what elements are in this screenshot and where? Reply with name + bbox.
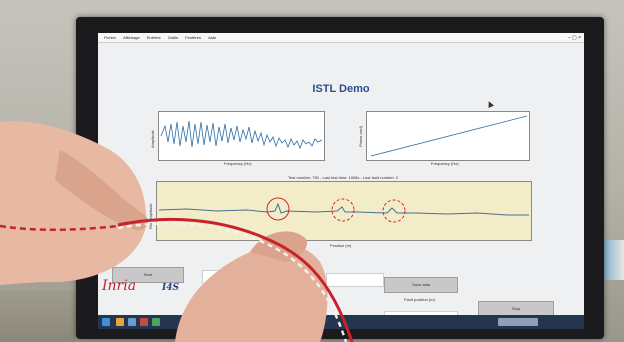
phase-xlabel: Frequency (Hz) [431, 161, 459, 166]
save-data-button[interactable]: Save data [384, 277, 458, 293]
reflectogram-plot [156, 181, 532, 241]
app-icon[interactable] [152, 318, 160, 326]
left-thumb [55, 150, 149, 231]
reflectogram-svg [158, 197, 529, 223]
screen: Fichier Affichage Entrées Outils Fenêtre… [98, 33, 584, 329]
cable-left-end [0, 224, 119, 232]
spectrum-signal-line [160, 120, 323, 150]
fault-marker-2 [331, 198, 355, 222]
menu-item-view[interactable]: Affichage [123, 35, 140, 40]
menu-item-inputs[interactable]: Entrées [146, 35, 161, 40]
browser-icon[interactable] [128, 318, 136, 326]
system-tray[interactable] [498, 318, 538, 326]
fault-position-label: Fault position (m) [404, 297, 435, 302]
desk-surface [0, 290, 76, 342]
fault-marker-3 [382, 199, 406, 223]
spectrum-plot [158, 111, 325, 161]
window-controls[interactable]: – ▢ × [567, 35, 581, 41]
menu-item-help[interactable]: Aide [208, 35, 217, 40]
app-title: ISTL Demo [312, 83, 370, 95]
app-icon[interactable] [140, 318, 148, 326]
start-icon[interactable] [102, 318, 110, 326]
middle-field[interactable] [326, 273, 384, 287]
spectrum-svg [160, 120, 323, 150]
left-hand [0, 121, 146, 285]
cable-red [117, 217, 354, 342]
menu-item-tools[interactable]: Outils [167, 35, 179, 40]
right-hand [175, 244, 328, 342]
cable-white [117, 222, 348, 342]
i4s-logo: I4S [162, 283, 179, 293]
start-button[interactable]: Start [112, 267, 184, 283]
phase-plot [366, 111, 530, 161]
reflectogram-signal-line [158, 202, 529, 216]
inria-logo: Inria [102, 278, 137, 294]
phase-svg [370, 115, 528, 157]
reflectogram-xlabel: Position (m) [330, 243, 352, 248]
monitor: Fichier Affichage Entrées Outils Fenêtre… [76, 17, 604, 339]
phase-signal-line [370, 115, 528, 157]
spectrum-xlabel: Frequency (Hz) [224, 161, 252, 166]
reflectogram-caption: Test number: 750 - Last test time: 1008s… [288, 175, 399, 180]
explorer-icon[interactable] [116, 318, 124, 326]
menu-bar: Fichier Affichage Entrées Outils Fenêtre… [98, 33, 584, 43]
menu-item-file[interactable]: Fichier [104, 35, 117, 40]
side-objects [600, 240, 624, 280]
menu-item-windows[interactable]: Fenêtres [185, 35, 201, 40]
fault-marker-1 [266, 197, 290, 221]
